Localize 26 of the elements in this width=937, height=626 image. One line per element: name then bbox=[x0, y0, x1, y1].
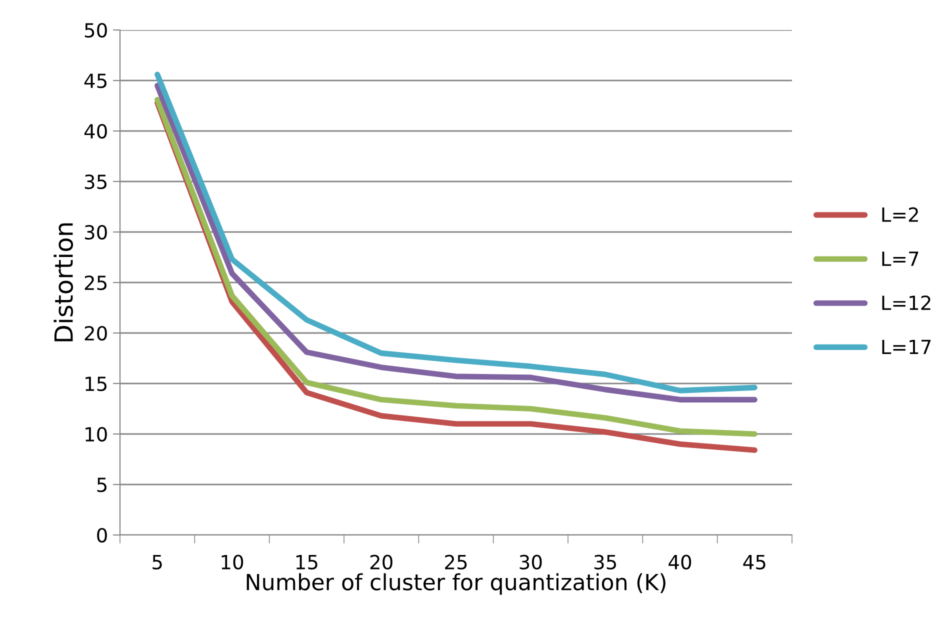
y-tick-label: 0 bbox=[97, 528, 107, 543]
x-tick-label: 15 bbox=[296, 555, 318, 570]
y-tick-label: 5 bbox=[97, 478, 106, 492]
x-tick-label: 45 bbox=[743, 555, 766, 570]
y-tick-label: 20 bbox=[84, 326, 107, 341]
x-tick-label: 25 bbox=[445, 554, 467, 570]
x-axis-title: Number of cluster for quantization (K) bbox=[246, 573, 666, 595]
x-tick-label: 30 bbox=[520, 554, 542, 570]
legend-label: L=7 bbox=[882, 252, 918, 266]
x-tick-label: 40 bbox=[668, 554, 692, 570]
x-tick-label: 5 bbox=[152, 555, 162, 570]
y-tick-label: 45 bbox=[84, 74, 106, 88]
y-tick-label: 15 bbox=[86, 376, 106, 392]
y-tick-label: 10 bbox=[86, 426, 107, 442]
y-tick-label: 35 bbox=[84, 174, 106, 190]
y-tick-label: 40 bbox=[84, 124, 107, 139]
legend-label: L=17 bbox=[882, 340, 931, 354]
y-tick-label: 25 bbox=[84, 275, 106, 290]
y-tick-label: 30 bbox=[84, 224, 107, 240]
x-tick-label: 35 bbox=[594, 554, 616, 570]
legend-label: L=2 bbox=[882, 207, 918, 222]
y-axis-title: Distortion bbox=[54, 223, 74, 342]
legend-label: L=12 bbox=[882, 295, 930, 310]
x-tick-label: 10 bbox=[222, 554, 244, 570]
y-tick-label: 50 bbox=[84, 22, 107, 38]
x-tick-label: 20 bbox=[370, 554, 392, 570]
